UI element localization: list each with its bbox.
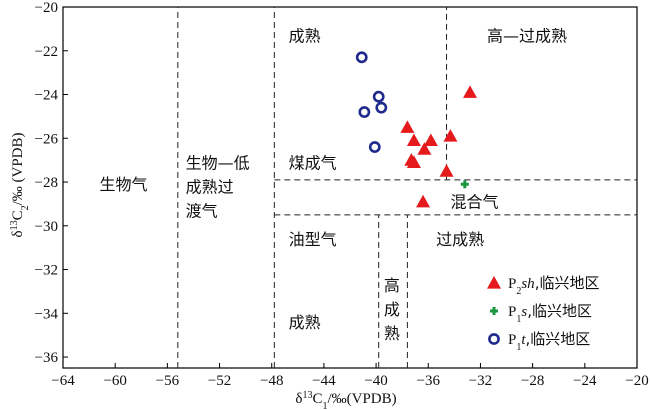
- y-axis-title: δ13C2/‰ (VPDB): [9, 132, 31, 237]
- triangle-point: [404, 153, 419, 166]
- region-label: 高—过成熟: [487, 26, 567, 45]
- triangle-point: [439, 164, 454, 177]
- triangle-point: [406, 133, 421, 147]
- region-label: 成: [384, 300, 400, 319]
- x-tick-label: −40: [364, 373, 387, 389]
- circle-point: [355, 51, 368, 64]
- x-tick-label: −28: [521, 373, 544, 389]
- x-tick-label: −64: [51, 373, 75, 389]
- circle-point: [375, 101, 388, 114]
- divider-lines: [177, 7, 637, 368]
- x-tick-label: −60: [103, 373, 126, 389]
- triangle-point: [400, 120, 415, 133]
- region-label: 高: [384, 276, 400, 295]
- region-label: 生物—低: [186, 153, 250, 172]
- legend-marker: [488, 333, 500, 345]
- region-label: 过成熟: [436, 230, 484, 249]
- y-tick-label: −34: [35, 306, 59, 322]
- y-tick-label: −26: [35, 131, 59, 147]
- region-label: 煤成气: [289, 153, 337, 172]
- x-tick-label: −20: [625, 373, 648, 389]
- triangle-point: [443, 129, 458, 142]
- triangle-point: [416, 194, 431, 208]
- legend: P2sh,临兴地区 P1s,临兴地区 P1t,临兴地区: [487, 274, 599, 353]
- circle-point: [372, 90, 385, 103]
- legend-marker: [490, 307, 498, 315]
- region-label: 成熟过: [186, 177, 234, 196]
- circle-point: [358, 106, 371, 118]
- axis-ticks: −64 −60 −56 −52 −48 −44 −40 −36 −32 −28 −24 −20 −20 −…: [35, 0, 649, 389]
- triangle-point: [463, 85, 478, 98]
- x-tick-label: −32: [469, 373, 492, 389]
- x-axis-title: δ13C1/‰(VPDB): [295, 390, 396, 410]
- region-label: 渡气: [186, 201, 218, 220]
- x-tick-label: −24: [573, 373, 597, 389]
- y-tick-label: −22: [35, 44, 58, 60]
- data-points: [355, 51, 478, 208]
- x-tick-label: −52: [208, 373, 231, 389]
- legend-entry: P1t,临兴地区: [508, 330, 590, 353]
- region-label: 熟: [384, 324, 400, 343]
- legend-entry: P1s,临兴地区: [508, 302, 592, 325]
- x-tick-label: −56: [156, 373, 180, 389]
- y-tick-label: −20: [35, 0, 58, 16]
- circle-point: [368, 141, 381, 153]
- y-tick-label: −28: [35, 175, 58, 191]
- region-label: 成熟: [289, 313, 321, 332]
- plot-frame: [62, 6, 638, 369]
- legend-marker: [487, 276, 501, 289]
- y-tick-label: −24: [35, 88, 59, 104]
- region-label: 油型气: [289, 230, 337, 249]
- x-tick-label: −36: [417, 373, 441, 389]
- plot-border: [62, 6, 638, 369]
- triangle-point: [423, 133, 438, 147]
- x-tick-label: −48: [260, 373, 283, 389]
- cross-point: [460, 180, 469, 189]
- y-tick-label: −32: [35, 263, 58, 279]
- legend-entry: P2sh,临兴地区: [508, 274, 599, 297]
- region-label: 成熟: [289, 26, 321, 45]
- region-label: 混合气: [450, 193, 498, 212]
- triangle-point: [417, 142, 432, 155]
- y-tick-label: −36: [35, 350, 59, 366]
- x-tick-label: −44: [312, 373, 336, 389]
- y-tick-label: −30: [35, 219, 58, 235]
- region-label: 生物气: [100, 175, 148, 194]
